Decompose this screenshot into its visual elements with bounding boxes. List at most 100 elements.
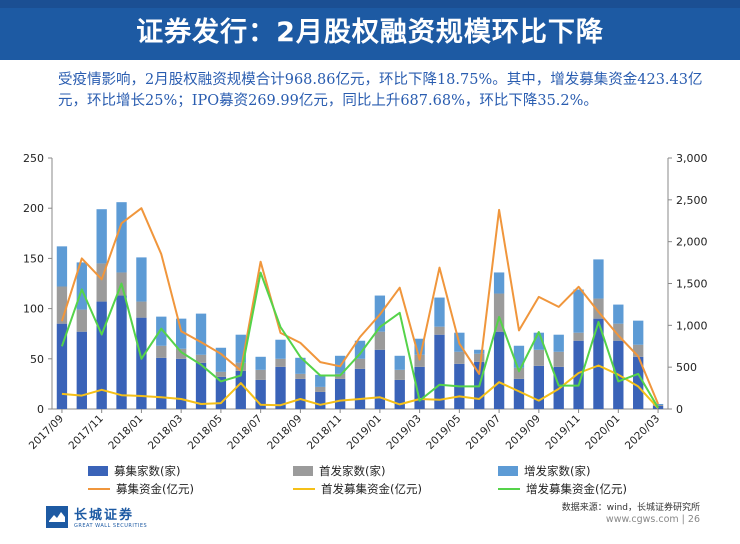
x-tick-label: 2019/07 bbox=[464, 413, 503, 452]
right-tick-label: 3,000 bbox=[676, 152, 708, 165]
left-tick-label: 100 bbox=[23, 303, 44, 316]
company-logo: 长城证券 GREAT WALL SECURITIES bbox=[46, 504, 147, 529]
legend-label: 首发家数(家) bbox=[319, 464, 386, 478]
fundraising-chart: 0 50 100 150 200 250 0 500 1,000 1,500 2,000 2,500 3… bbox=[23, 152, 708, 452]
bar-segment-2 bbox=[474, 349, 485, 354]
x-tick-label: 2019/11 bbox=[543, 413, 582, 452]
series-line-1 bbox=[61, 364, 659, 409]
bar-segment-1 bbox=[474, 353, 485, 362]
legend-item-ipo-funds: 首发募集资金(亿元) bbox=[293, 481, 422, 497]
right-tick-label: 500 bbox=[676, 361, 697, 374]
bar-segment-1 bbox=[275, 358, 286, 367]
bar-segment-2 bbox=[493, 272, 505, 294]
legend-swatch bbox=[88, 466, 108, 476]
right-tick-label: 1,500 bbox=[676, 278, 708, 291]
bar-segment-0 bbox=[354, 368, 366, 409]
bar-segment-0 bbox=[156, 357, 167, 409]
x-tick-label: 2017/09 bbox=[27, 413, 66, 452]
legend-label: 增发家数(家) bbox=[524, 464, 591, 478]
bar-segment-1 bbox=[156, 345, 167, 358]
bar-segment-2 bbox=[633, 320, 644, 345]
bar-segment-2 bbox=[295, 357, 306, 374]
bar-segment-0 bbox=[96, 301, 107, 409]
bar-segment-0 bbox=[215, 376, 227, 409]
x-tick-label: 2019/05 bbox=[424, 413, 463, 452]
x-tick-label: 2018/09 bbox=[265, 413, 304, 452]
bar-segment-1 bbox=[414, 354, 425, 367]
legend-label: 募集家数(家) bbox=[114, 464, 181, 478]
bar-segment-2 bbox=[593, 259, 604, 299]
legend-item-follow-on-funds: 增发募集资金(亿元) bbox=[498, 481, 627, 497]
great-wall-logo-icon bbox=[46, 505, 68, 528]
bar-segment-0 bbox=[315, 391, 326, 409]
bar-segment-2 bbox=[513, 345, 525, 368]
x-tick-label: 2018/03 bbox=[146, 413, 185, 452]
summary-text: 受疫情影响，2月股权融资规模合计968.86亿元，环比下降18.75%。其中，增… bbox=[58, 72, 703, 109]
bar-segment-2 bbox=[315, 374, 326, 387]
x-tick-label: 2020/03 bbox=[623, 413, 662, 452]
bar-segment-0 bbox=[374, 349, 386, 409]
bar-segment-0 bbox=[175, 358, 187, 409]
bar-segment-0 bbox=[573, 340, 584, 409]
bar-segment-2 bbox=[533, 332, 545, 350]
bar-segment-0 bbox=[334, 378, 346, 409]
bar-segment-1 bbox=[434, 326, 445, 335]
legend-label: 首发募集资金(亿元) bbox=[321, 482, 422, 496]
bar-segment-0 bbox=[414, 366, 425, 409]
bar-segment-2 bbox=[553, 334, 564, 352]
page-title: 证券发行：2月股权融资规模环比下降 bbox=[136, 17, 604, 48]
bar-segment-0 bbox=[593, 318, 604, 409]
bar-segment-0 bbox=[295, 378, 306, 409]
bar-segment-2 bbox=[195, 313, 207, 355]
bar-segment-2 bbox=[96, 209, 107, 264]
left-tick-label: 200 bbox=[23, 202, 44, 215]
bar-segment-0 bbox=[633, 356, 644, 409]
x-tick-label: 2018/11 bbox=[305, 413, 344, 452]
x-tick-label: 2019/03 bbox=[384, 413, 423, 452]
bar-segment-1 bbox=[215, 371, 227, 377]
legend-swatch bbox=[88, 488, 110, 490]
logo-english: GREAT WALL SECURITIES bbox=[74, 523, 148, 529]
bar-segment-0 bbox=[195, 362, 207, 409]
right-tick-label: 0 bbox=[676, 403, 683, 416]
bar-segment-2 bbox=[136, 257, 147, 302]
bar-segment-0 bbox=[434, 334, 445, 409]
left-tick-label: 150 bbox=[23, 252, 44, 265]
legend-item-total-funds: 募集资金(亿元) bbox=[88, 481, 194, 497]
left-tick-label: 250 bbox=[23, 152, 44, 165]
bar-segment-1 bbox=[175, 348, 187, 359]
bar-segment-2 bbox=[215, 347, 227, 372]
page-footer: www.cgws.com | 26 bbox=[605, 514, 700, 525]
bar-segment-1 bbox=[593, 298, 604, 319]
bar-segment-0 bbox=[275, 366, 286, 409]
bar-segment-1 bbox=[513, 367, 525, 379]
left-tick-label: 0 bbox=[37, 403, 44, 416]
bar-segment-2 bbox=[235, 334, 246, 363]
right-tick-label: 1,000 bbox=[676, 319, 708, 332]
bar-segment-1 bbox=[295, 373, 306, 379]
x-tick-label: 2018/01 bbox=[106, 413, 145, 452]
bar-segment-2 bbox=[652, 403, 664, 405]
bar-segment-1 bbox=[493, 293, 505, 332]
bar-segment-2 bbox=[573, 289, 584, 333]
series-line-2 bbox=[60, 271, 659, 409]
x-tick-label: 2018/07 bbox=[225, 413, 264, 452]
bar-segment-2 bbox=[354, 340, 366, 359]
bar-segment-1 bbox=[315, 386, 326, 392]
bar-segment-1 bbox=[454, 351, 465, 364]
bar-segment-0 bbox=[76, 331, 87, 409]
bar-segment-1 bbox=[613, 323, 624, 341]
bar-segment-1 bbox=[96, 263, 107, 302]
bar-segment-1 bbox=[394, 369, 405, 380]
bar-segment-0 bbox=[235, 370, 246, 409]
bar-segment-2 bbox=[414, 338, 425, 355]
bar-segment-2 bbox=[434, 297, 445, 327]
bar-segment-1 bbox=[195, 354, 207, 363]
bar-segment-1 bbox=[76, 309, 87, 332]
right-tick-label: 2,500 bbox=[676, 194, 708, 207]
bar-segment-0 bbox=[493, 331, 505, 409]
bar-segment-1 bbox=[652, 404, 664, 406]
bar-segment-0 bbox=[394, 379, 405, 409]
bar-segment-2 bbox=[116, 202, 127, 273]
bar-segment-1 bbox=[255, 369, 266, 380]
